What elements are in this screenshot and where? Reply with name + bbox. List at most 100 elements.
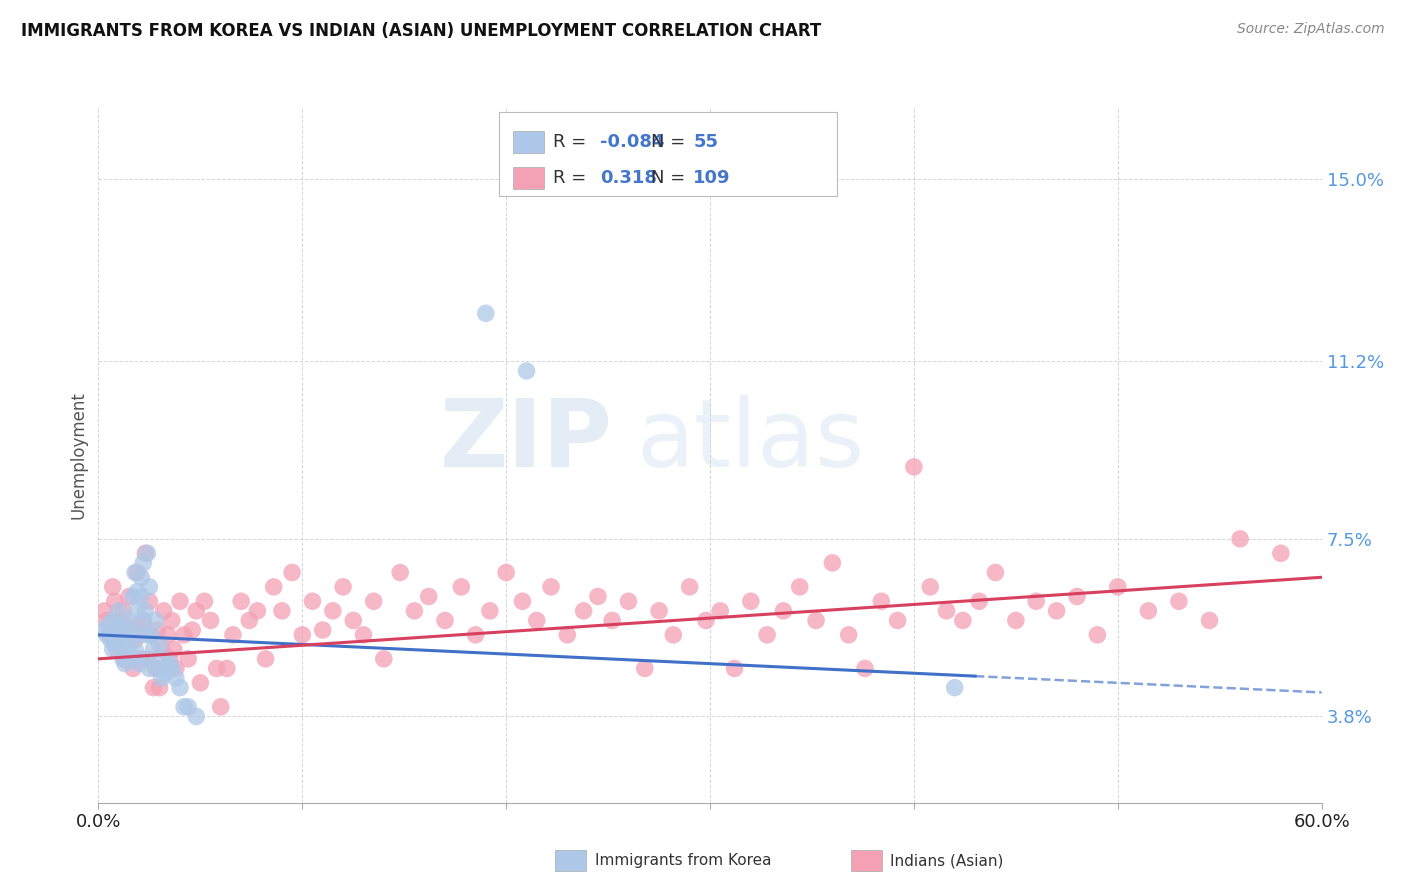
Point [967,594,990,608]
Point [177,699,200,714]
Text: N =: N = [651,133,690,152]
Point [96,628,118,642]
Point [526,614,548,628]
Point [1167,594,1189,608]
Point [115,618,138,632]
Point [134,546,156,560]
Point [108,614,131,628]
Point [205,661,228,675]
Point [159,652,181,666]
Point [193,594,215,608]
Point [363,594,385,608]
Point [709,604,731,618]
Point [129,570,152,584]
Point [679,580,702,594]
Point [870,594,893,608]
Point [111,652,134,666]
Point [146,661,169,675]
Point [160,614,183,628]
Point [93,623,115,637]
Point [122,661,145,675]
Point [96,614,118,628]
Text: N =: N = [651,169,690,187]
Point [101,642,124,657]
Point [1229,532,1251,546]
Point [555,628,579,642]
Point [141,628,163,642]
Point [155,661,177,675]
Point [111,618,134,632]
Point [124,566,146,580]
Point [108,632,131,647]
Point [160,661,183,675]
Point [141,628,163,642]
Point [903,459,925,474]
Point [342,614,364,628]
Point [105,642,128,657]
Point [1085,628,1108,642]
Point [952,614,974,628]
Point [186,709,208,723]
Text: 109: 109 [693,169,731,187]
Point [838,628,860,642]
Point [142,642,165,657]
Point [120,623,142,637]
Point [145,661,167,675]
Point [124,632,146,647]
Point [404,604,426,618]
Text: R =: R = [553,133,592,152]
Point [186,604,208,618]
Point [152,604,174,618]
Point [695,614,717,628]
Point [132,614,155,628]
Point [301,594,323,608]
Point [104,594,127,608]
Point [389,566,412,580]
Text: R =: R = [553,169,592,187]
Point [209,699,232,714]
Point [127,566,149,580]
Point [165,661,187,675]
Point [150,671,173,685]
Point [169,594,191,608]
Point [322,604,344,618]
Point [1004,614,1026,628]
Point [464,628,486,642]
Point [118,642,141,657]
Point [122,590,145,604]
Text: 55: 55 [693,133,718,152]
Point [136,652,159,666]
Point [540,580,562,594]
Point [188,676,212,690]
Point [136,546,159,560]
Point [222,628,245,642]
Point [132,614,155,628]
Point [1198,614,1220,628]
Point [789,580,811,594]
Text: IMMIGRANTS FROM KOREA VS INDIAN (ASIAN) UNEMPLOYMENT CORRELATION CHART: IMMIGRANTS FROM KOREA VS INDIAN (ASIAN) … [21,22,821,40]
Point [270,604,294,618]
Point [93,604,115,618]
Point [100,632,122,647]
Point [804,614,827,628]
Point [118,590,141,604]
Point [97,618,120,632]
Point [586,590,609,604]
Point [495,566,517,580]
Point [128,657,150,671]
Point [100,628,122,642]
Point [648,604,671,618]
Point [110,637,132,651]
Point [181,623,204,637]
Point [127,604,149,618]
Point [120,623,142,637]
Point [155,666,177,681]
Point [943,681,966,695]
Point [215,661,238,675]
Point [114,652,136,666]
Point [150,642,173,657]
Point [122,652,145,666]
Point [516,364,538,378]
Point [165,671,187,685]
Point [134,604,156,618]
